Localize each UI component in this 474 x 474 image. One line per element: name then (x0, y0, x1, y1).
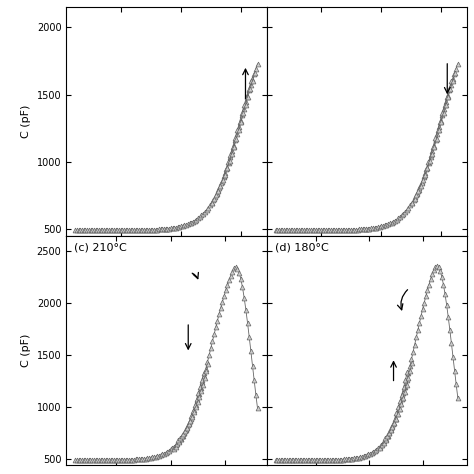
Text: (d) 180°C: (d) 180°C (274, 243, 328, 253)
Y-axis label: C (pF): C (pF) (21, 334, 31, 367)
Text: (c) 210°C: (c) 210°C (74, 243, 127, 253)
Y-axis label: C (pF): C (pF) (21, 105, 31, 138)
